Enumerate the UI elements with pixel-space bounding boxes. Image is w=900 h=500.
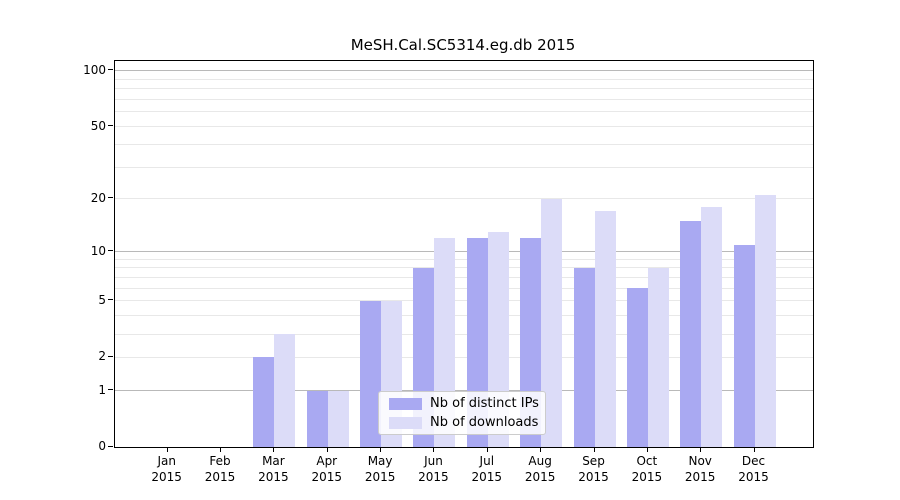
y-tick-0 [108, 445, 113, 447]
bar-nov-downloads [701, 207, 723, 447]
gridline-90 [115, 78, 813, 80]
bar-sep-downloads [594, 211, 616, 447]
y-tick-label-100: 100 [83, 62, 106, 77]
gridline-9 [115, 258, 813, 260]
y-tick-label-5: 5 [98, 292, 106, 307]
y-tick-label-1: 1 [98, 382, 106, 397]
y-tick-1 [108, 389, 113, 390]
x-tick-label-jul: Jul 2015 [471, 454, 503, 484]
gridline-4 [115, 315, 813, 317]
x-tick-label-dec: Dec 2015 [738, 454, 769, 484]
chart-title: MeSH.Cal.SC5314.eg.db 2015 [350, 36, 576, 54]
gridline-20 [115, 198, 813, 200]
x-tick-jan [166, 447, 168, 452]
x-tick-label-nov: Nov 2015 [684, 454, 716, 484]
gridline-8 [115, 267, 813, 269]
x-tick-apr [326, 447, 328, 452]
y-tick-100 [108, 69, 113, 71]
plot-area: Nb of distinct IPs Nb of downloads [114, 60, 814, 448]
x-tick-label-jan: Jan 2015 [151, 454, 182, 484]
bar-dec-downloads [754, 195, 776, 447]
x-tick-label-jun: Jun 2015 [418, 454, 449, 484]
gridline-30 [115, 166, 813, 168]
bar-sep-distinct-ips [573, 267, 595, 447]
y-tick-label-0: 0 [98, 439, 106, 453]
y-tick-50 [108, 125, 113, 127]
y-tick-2 [108, 355, 113, 357]
x-tick-feb [220, 447, 222, 452]
bar-apr-distinct-ips [306, 390, 328, 447]
x-tick-label-apr: Apr 2015 [311, 454, 343, 484]
y-tick-label-2: 2 [98, 349, 106, 364]
y-tick-label-10: 10 [90, 243, 106, 258]
legend-label-distinct-ips: Nb of distinct IPs [430, 396, 539, 411]
x-tick-label-oct: Oct 2015 [631, 454, 663, 484]
legend-row-distinct-ips: Nb of distinct IPs [379, 396, 545, 412]
distinct-ips-swatch [389, 397, 422, 410]
x-tick-dec [753, 447, 755, 452]
y-tick-20 [108, 197, 113, 199]
x-tick-label-sep: Sep 2015 [578, 454, 609, 484]
x-tick-may [380, 447, 382, 452]
y-tick-5 [108, 299, 113, 301]
bar-nov-distinct-ips [680, 221, 702, 447]
x-tick-oct [646, 447, 648, 452]
gridline-3 [115, 333, 813, 335]
bar-apr-downloads [327, 390, 349, 447]
x-tick-nov [700, 447, 702, 452]
bar-mar-downloads [274, 334, 296, 447]
gridline-60 [115, 111, 813, 113]
gridline-80 [115, 88, 813, 90]
gridline-50 [115, 126, 813, 128]
gridline-2 [115, 356, 813, 358]
gridline-6 [115, 287, 813, 289]
y-tick-label-50: 50 [90, 118, 106, 133]
downloads-swatch [389, 416, 422, 429]
x-tick-jul [486, 447, 488, 452]
gridline-10 [115, 251, 813, 253]
bar-oct-downloads [647, 267, 669, 447]
gridline-1 [115, 390, 813, 391]
legend-label-downloads: Nb of downloads [430, 415, 539, 430]
bar-aug-downloads [541, 198, 563, 447]
x-tick-jun [433, 447, 435, 452]
x-tick-label-mar: Mar 2015 [258, 454, 289, 484]
bar-oct-distinct-ips [626, 288, 648, 447]
bar-may-distinct-ips [360, 300, 382, 447]
legend: Nb of distinct IPs Nb of downloads [378, 391, 546, 435]
x-tick-sep [593, 447, 595, 452]
gridline-100 [115, 70, 813, 72]
bar-mar-distinct-ips [253, 357, 275, 447]
bar-dec-distinct-ips [733, 244, 755, 447]
gridline-70 [115, 99, 813, 101]
x-tick-label-aug: Aug 2015 [524, 454, 556, 484]
y-tick-label-20: 20 [90, 190, 106, 205]
gridline-7 [115, 277, 813, 279]
x-tick-label-feb: Feb 2015 [204, 454, 236, 484]
gridline-40 [115, 143, 813, 145]
x-tick-mar [273, 447, 275, 452]
legend-row-downloads: Nb of downloads [379, 415, 545, 431]
x-tick-label-may: May 2015 [364, 454, 396, 484]
x-tick-aug [540, 447, 542, 452]
gridline-5 [115, 300, 813, 302]
y-tick-10 [108, 250, 113, 252]
